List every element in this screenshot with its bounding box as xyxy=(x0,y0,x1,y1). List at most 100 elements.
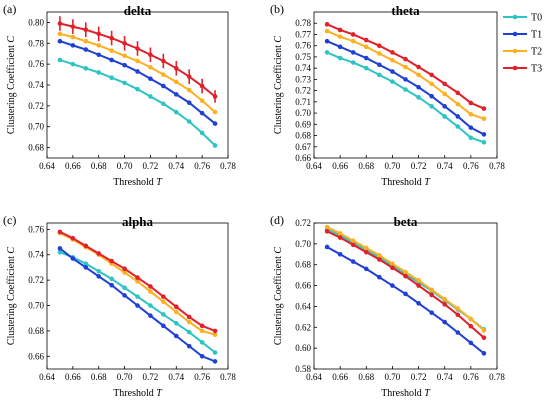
y-tick-label: 0.66 xyxy=(295,153,311,163)
data-point xyxy=(186,119,192,124)
y-tick-label: 0.73 xyxy=(295,74,311,84)
plot-frame xyxy=(313,222,498,370)
data-point xyxy=(109,75,114,80)
data-point xyxy=(96,70,102,75)
data-point xyxy=(350,50,356,55)
y-tick-label: 0.62 xyxy=(295,322,311,332)
data-point xyxy=(481,139,487,145)
y-tick-label: 0.70 xyxy=(295,239,311,249)
data-point xyxy=(403,56,408,62)
x-tick-label: 0.78 xyxy=(489,372,505,382)
data-point xyxy=(377,72,382,78)
data-point xyxy=(377,253,382,258)
series-T1 xyxy=(324,38,487,137)
data-point xyxy=(199,328,205,334)
data-point xyxy=(83,27,89,33)
data-point xyxy=(122,40,127,46)
x-axis-label-var: T xyxy=(156,177,163,188)
y-tick-label: 0.69 xyxy=(295,119,311,129)
data-point xyxy=(212,109,218,115)
data-point xyxy=(377,43,382,48)
data-point xyxy=(350,259,356,264)
x-axis-label-var: T xyxy=(156,388,163,399)
panel-beta: 0.64 0.66 0.68 0.70 0.72 0.74 0.76 0.78 0.58 0.60… xyxy=(270,213,505,399)
data-point xyxy=(212,350,218,355)
data-point xyxy=(199,323,205,329)
data-point xyxy=(416,283,421,288)
y-tick-label: 0.68 xyxy=(28,326,44,336)
data-point xyxy=(403,64,408,70)
data-point xyxy=(161,72,166,77)
data-point xyxy=(70,61,76,67)
data-point xyxy=(135,58,140,64)
data-point xyxy=(350,32,356,37)
data-point xyxy=(70,235,76,241)
data-point xyxy=(350,60,356,65)
data-point xyxy=(442,302,448,307)
data-point xyxy=(403,269,408,275)
data-point xyxy=(186,319,192,325)
data-point xyxy=(109,48,114,53)
data-point xyxy=(403,273,408,279)
data-point xyxy=(173,309,179,315)
series-line-T0 xyxy=(59,251,216,354)
x-tick-label: 0.68 xyxy=(358,372,374,382)
data-point xyxy=(135,275,140,280)
data-point xyxy=(173,304,179,310)
series-T0 xyxy=(57,249,218,355)
data-point xyxy=(135,86,140,92)
x-axis-label: Threshold T xyxy=(113,177,163,188)
x-axis-label: Threshold T xyxy=(113,388,163,399)
data-point xyxy=(57,246,63,251)
data-point xyxy=(199,98,205,103)
data-point xyxy=(148,289,153,294)
y-tick-label: 0.74 xyxy=(28,250,44,260)
data-point xyxy=(135,46,140,51)
y-tick-label: 0.68 xyxy=(295,260,311,270)
y-axis-label-text: Clustering Coefficient xyxy=(6,43,17,134)
y-tick-label: 0.74 xyxy=(28,80,44,90)
data-point xyxy=(186,343,192,349)
series-T0 xyxy=(324,50,487,145)
data-point xyxy=(148,313,153,318)
x-tick-label: 0.64 xyxy=(39,372,55,382)
plot-frame xyxy=(46,222,229,370)
panel-theta: 0.64 0.66 0.68 0.70 0.72 0.74 0.76 0.780.660.67… xyxy=(270,2,505,188)
data-point xyxy=(337,27,343,33)
legend-marker xyxy=(512,48,518,54)
panel-letter: (a) xyxy=(3,2,16,16)
data-point xyxy=(455,90,461,96)
data-point xyxy=(148,94,153,99)
y-tick-label: 0.71 xyxy=(295,97,311,107)
x-tick-label: 0.76 xyxy=(463,161,479,171)
series-T3 xyxy=(57,229,218,334)
data-point xyxy=(324,50,330,55)
x-tick-label: 0.78 xyxy=(489,161,505,171)
data-point xyxy=(442,114,448,119)
data-point xyxy=(481,351,487,356)
data-point xyxy=(416,72,421,78)
data-point xyxy=(173,92,179,97)
data-point xyxy=(83,265,89,270)
data-point xyxy=(390,50,395,55)
data-point xyxy=(83,243,89,249)
x-tick-label: 0.66 xyxy=(332,161,348,171)
x-tick-label: 0.70 xyxy=(117,161,133,171)
data-point xyxy=(212,94,218,99)
y-tick-label: 0.70 xyxy=(28,301,44,311)
data-point xyxy=(161,83,166,89)
data-point xyxy=(96,251,102,256)
x-axis-label-text: Threshold xyxy=(381,177,424,188)
series-T3 xyxy=(324,22,487,111)
data-point xyxy=(442,81,448,87)
data-point xyxy=(455,101,461,107)
data-point xyxy=(173,333,179,339)
data-point xyxy=(468,316,474,322)
data-point xyxy=(135,279,140,284)
data-point xyxy=(403,77,408,82)
data-point xyxy=(135,303,140,308)
series-T2 xyxy=(324,224,487,333)
data-point xyxy=(148,76,153,82)
x-axis-label-text: Threshold xyxy=(113,388,156,399)
